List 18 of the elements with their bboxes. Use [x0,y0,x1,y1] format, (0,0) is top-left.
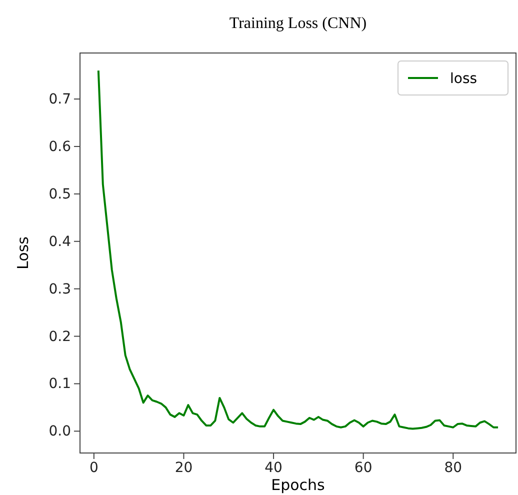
x-tick-label: 20 [174,460,193,476]
y-tick-label: 0.0 [48,424,71,440]
y-tick-label: 0.7 [48,92,71,108]
y-tick-label: 0.2 [48,328,71,345]
legend-label: loss [450,71,478,87]
y-tick-label: 0.6 [48,138,72,155]
y-tick-label: 0.5 [48,186,71,202]
x-axis-title: Epochs [271,476,326,494]
y-axis-title: Loss [14,236,32,270]
line-series [97,70,500,430]
chart-title: Training Loss (CNN) [229,15,367,32]
x-tick-label: 60 [354,460,372,476]
x-tick-label: 0 [89,460,98,476]
x-tick-label: 80 [444,460,462,476]
y-tick-label: 0.3 [48,281,71,298]
y-tick-label: 0.1 [48,376,71,392]
x-tick-label: 40 [264,460,282,476]
y-tick-label: 0.4 [48,234,72,250]
